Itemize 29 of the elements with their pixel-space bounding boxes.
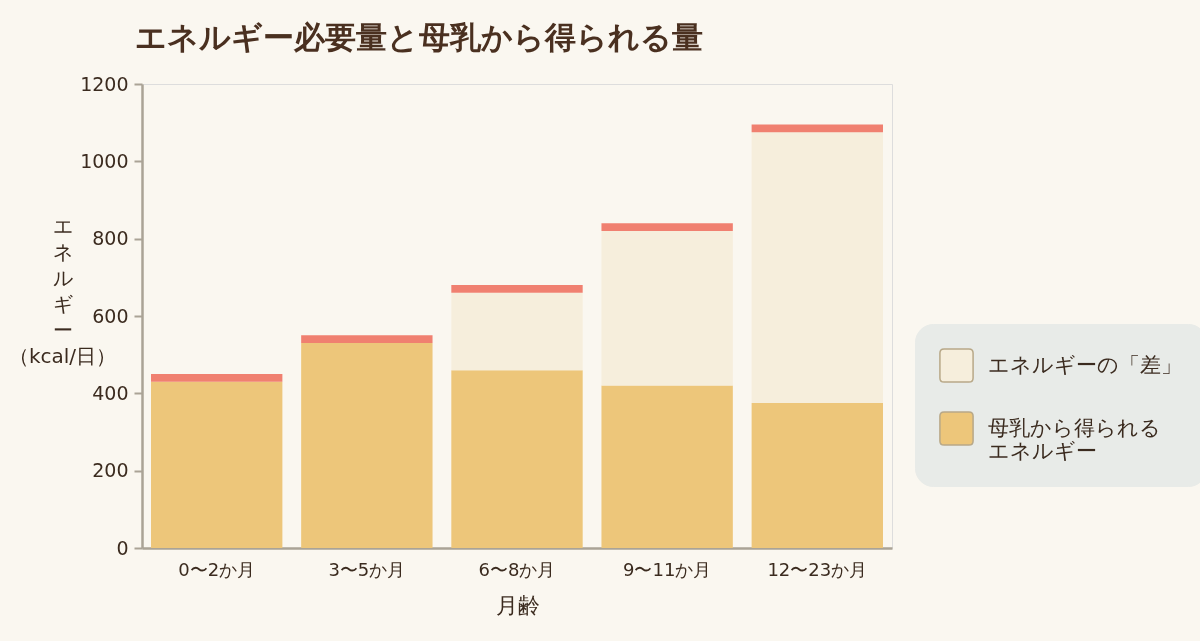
bar	[601, 223, 733, 231]
y-tick-label: 600	[92, 304, 129, 327]
bar	[751, 132, 883, 403]
legend-label: 母乳から得られるエネルギー	[988, 415, 1161, 463]
bar	[151, 381, 283, 548]
bar	[751, 403, 883, 548]
bar	[451, 370, 583, 548]
y-tick-label: 800	[92, 227, 129, 250]
x-tick-label: 9〜11か月	[622, 558, 712, 580]
bar	[601, 385, 733, 548]
x-tick-label: 0〜2か月	[178, 558, 256, 580]
x-tick-label: 12〜23か月	[767, 558, 868, 580]
chart-title: エネルギー必要量と母乳から得られる量	[135, 19, 703, 55]
y-tick-label: 0	[116, 536, 129, 559]
y-tick-label: 1200	[80, 72, 129, 95]
bar	[451, 292, 583, 371]
bar	[151, 374, 283, 382]
x-tick-label: 6〜8か月	[478, 558, 556, 580]
y-tick-label: 1000	[80, 149, 129, 172]
legend-label: エネルギーの「差」	[988, 352, 1182, 377]
bar	[301, 343, 433, 548]
x-axis-title: 月齢	[495, 592, 540, 618]
y-tick-label: 200	[92, 459, 129, 482]
bar	[301, 335, 433, 344]
bar	[751, 124, 883, 133]
y-tick-label: 400	[92, 381, 129, 404]
x-tick-label: 3〜5か月	[328, 558, 406, 580]
bar	[601, 230, 733, 386]
bar	[451, 285, 583, 293]
